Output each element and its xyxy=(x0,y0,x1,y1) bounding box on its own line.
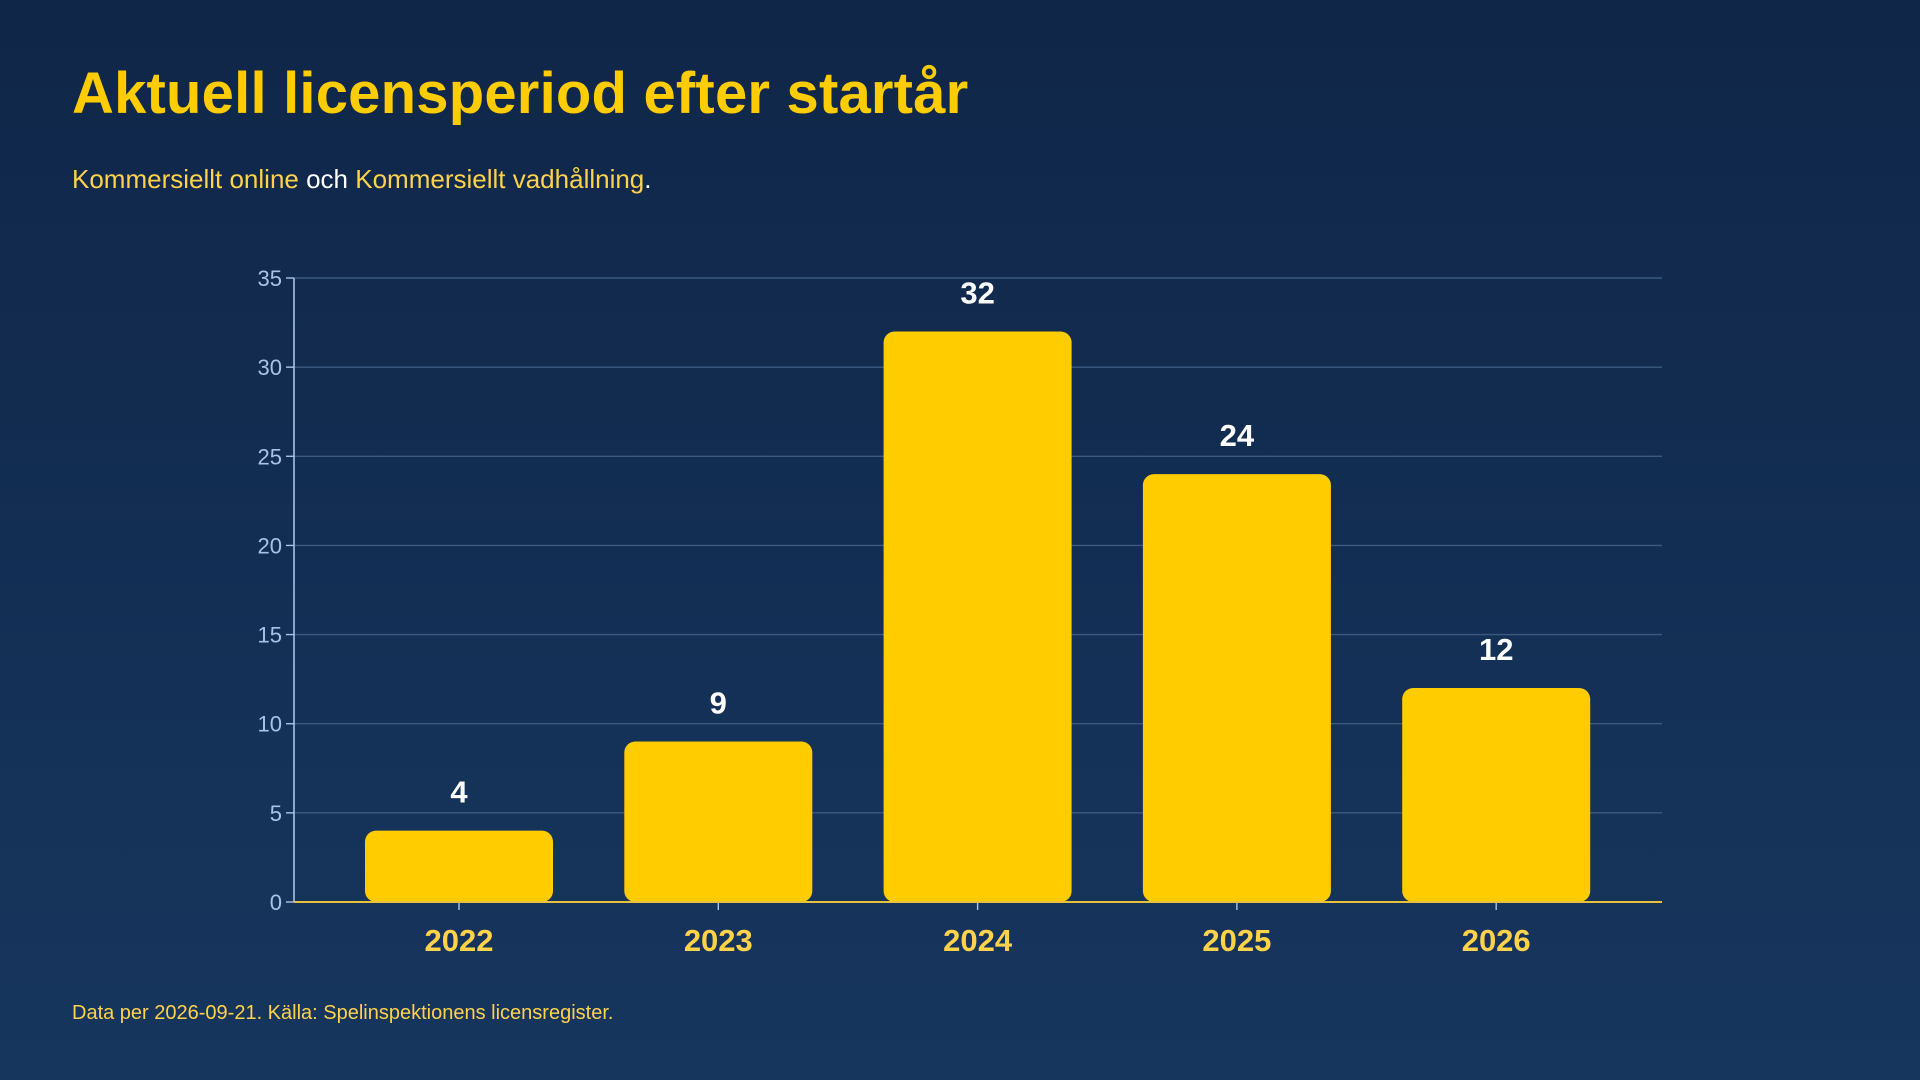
x-tick-label: 2025 xyxy=(1202,923,1271,958)
chart-subtitle: Kommersiellt online och Kommersiellt vad… xyxy=(72,164,652,195)
y-tick-label: 25 xyxy=(258,444,282,469)
source-note: Data per 2026-09-21. Källa: Spelinspekti… xyxy=(72,1002,614,1024)
y-tick-label: 10 xyxy=(258,712,282,737)
bar-value-label: 24 xyxy=(1220,418,1255,453)
x-tick-label: 2023 xyxy=(684,923,753,958)
y-tick-label: 0 xyxy=(270,890,282,915)
chart-title: Aktuell licensperiod efter startår xyxy=(72,61,969,126)
x-tick-label: 2022 xyxy=(425,923,494,958)
subtitle-connector: och xyxy=(298,164,356,194)
bar-value-label: 32 xyxy=(960,275,994,310)
bar xyxy=(883,331,1072,902)
bar xyxy=(624,741,813,902)
subtitle-period: . xyxy=(644,164,652,194)
subtitle-series-vadhallning: Kommersiellt vadhållning xyxy=(355,164,645,194)
y-tick-label: 15 xyxy=(258,623,282,648)
bars xyxy=(365,331,1591,902)
axes: 0 5 10 15 20 25 30 35 xyxy=(258,266,1662,915)
y-tick-label: 30 xyxy=(258,355,282,380)
bar-value-label: 4 xyxy=(450,775,468,810)
bar-value-label: 9 xyxy=(710,686,727,721)
subtitle-series-online: Kommersiellt online xyxy=(72,164,299,194)
bar xyxy=(365,830,553,902)
labels: 4 2022 9 2023 32 2024 24 2025 12 2026 xyxy=(425,275,1531,958)
x-tick-label: 2026 xyxy=(1462,923,1531,958)
bar-value-label: 12 xyxy=(1479,632,1513,667)
y-tick-label: 5 xyxy=(270,801,282,826)
y-tick-label: 35 xyxy=(258,266,282,291)
bar xyxy=(1402,688,1591,902)
bar xyxy=(1142,474,1331,902)
x-tick-label: 2024 xyxy=(943,923,1013,958)
y-tick-label: 20 xyxy=(258,533,282,558)
